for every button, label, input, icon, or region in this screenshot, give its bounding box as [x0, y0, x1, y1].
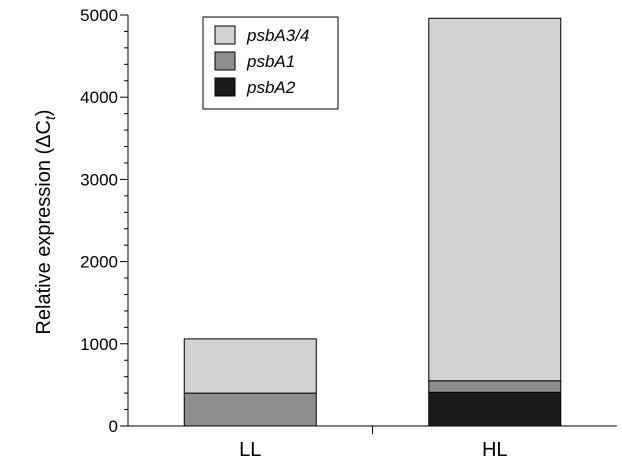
- bars: [183, 17, 562, 427]
- legend-swatch: [214, 77, 236, 97]
- y-tick-label: 2000: [80, 253, 118, 272]
- y-axis-title-close: ): [33, 109, 55, 116]
- bar-segment-psbA3-4-HL: [428, 17, 562, 382]
- y-tick-label: 1000: [80, 335, 118, 354]
- y-axis-title-main: Relative expression (ΔC: [33, 120, 55, 335]
- bar-segment-psbA1-HL: [428, 380, 562, 393]
- legend: psbA3/4 psbA1 psbA2: [202, 16, 339, 110]
- y-tick-label: 5000: [80, 6, 118, 25]
- legend-swatch: [214, 25, 236, 45]
- y-tick-label: 4000: [80, 88, 118, 107]
- y-axis-title-subscript: t: [42, 115, 58, 120]
- bar-segment-psbA2-HL: [428, 391, 562, 427]
- bar-segment-psbA3-4-LL: [183, 338, 317, 394]
- legend-label: psbA1: [246, 52, 295, 71]
- x-category-label: LL: [239, 439, 261, 461]
- y-axis-title: Relative expression (ΔCt): [33, 109, 58, 334]
- legend-label: psbA2: [246, 78, 296, 97]
- x-category-label: HL: [482, 439, 508, 461]
- y-tick-label: 3000: [80, 170, 118, 189]
- legend-swatch: [214, 51, 236, 71]
- y-axis: 0 1000 2000 3000 4000 5000: [80, 6, 129, 436]
- x-axis: LL HL: [128, 425, 617, 461]
- legend-label: psbA3/4: [246, 26, 309, 45]
- y-tick-label: 0: [109, 417, 118, 436]
- bar-segment-psbA1-LL: [183, 392, 317, 427]
